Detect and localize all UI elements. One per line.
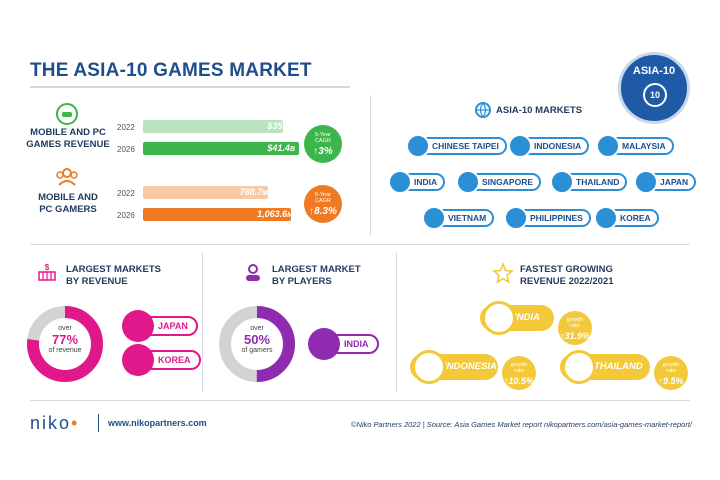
page-title: THE ASIA-10 GAMES MARKET	[30, 60, 312, 81]
landmark-icon	[594, 206, 618, 230]
landmark-icon	[406, 134, 430, 158]
fastest-thailand: THAILAND	[560, 350, 650, 384]
gamers-year-2022: 2022	[117, 189, 135, 198]
market-philippines: PHILIPPINES	[504, 206, 591, 230]
landmark-icon	[308, 328, 340, 360]
globe-icon	[475, 102, 491, 118]
fastest-indonesia: INDONESIA	[410, 350, 498, 384]
niko-logo: niko•	[30, 413, 80, 433]
market-vietnam: VIETNAM	[422, 206, 495, 230]
largest-players-title: LARGEST MARKET BY PLAYERS	[272, 264, 361, 287]
fastest-title: FASTEST GROWING REVENUE 2022/2021	[520, 264, 614, 287]
landmark-icon	[550, 170, 574, 194]
revenue-value-2022: $35.9B	[267, 121, 295, 131]
gamers-year-2026: 2026	[117, 211, 135, 220]
badge-text: ASIA-10	[632, 65, 676, 77]
landmark-icon	[388, 170, 412, 194]
gamers-label-line2: PC GAMERS	[39, 204, 97, 215]
market-thailand: THAILAND	[550, 170, 628, 194]
tag-india: INDIA	[308, 328, 379, 360]
players-share-ring	[219, 306, 295, 382]
revenue-cagr-value: ↑3%	[313, 146, 333, 157]
market-indonesia: INDONESIA	[508, 134, 590, 158]
globe-icon: 10	[643, 83, 667, 107]
torii-icon	[634, 170, 658, 194]
revenue-share-ring	[27, 306, 103, 382]
landmark-icon	[562, 350, 596, 384]
footer-source: ©Niko Partners 2022 | Source: Asia Games…	[350, 420, 692, 429]
divider-footer	[30, 400, 690, 401]
revenue-cagr-label: 5-Year	[314, 132, 331, 138]
revenue-cagr-badge: 5-Year CAGR ↑3%	[304, 125, 342, 163]
logo-dot: •	[71, 413, 80, 433]
landmark-icon	[504, 206, 528, 230]
landmark-icon	[482, 301, 516, 335]
gamers-group-icon	[56, 168, 78, 186]
footer-url[interactable]: www.nikopartners.com	[108, 418, 207, 428]
fastest-indonesia-rate: growth rate ↑10.5%	[502, 356, 536, 390]
players-icon	[246, 264, 260, 281]
market-india: INDIA	[388, 170, 446, 194]
tag-korea: KOREA	[122, 344, 201, 376]
gamers-cagr-badge: 5-Year CAGR ↑8.3%	[304, 185, 342, 223]
landmark-icon	[508, 134, 532, 158]
fastest-india: INDIA	[480, 301, 554, 335]
gamers-label-line1: MOBILE AND	[38, 192, 98, 203]
fastest-thailand-rate: growth rate ↑9.5%	[654, 356, 688, 390]
divider-vertical-bottom-1	[202, 252, 203, 392]
star-icon	[492, 262, 514, 284]
divider-horizontal	[30, 244, 690, 245]
revenue-year-2026: 2026	[117, 145, 135, 154]
gamers-bar-2022	[143, 186, 268, 199]
revenue-share-label: over 77% of revenue	[48, 325, 82, 354]
market-chinese-taipei: CHINESE TAIPEI	[406, 134, 507, 158]
landmark-icon	[412, 350, 446, 384]
gamers-bar-2026	[143, 208, 291, 221]
divider-vertical-bottom-2	[396, 252, 397, 392]
market-singapore: SINGAPORE	[456, 170, 542, 194]
landmark-icon	[122, 344, 154, 376]
gamers-label: MOBILE AND PC GAMERS	[18, 192, 118, 216]
revenue-value-2026: $41.4B	[267, 143, 295, 153]
gamers-cagr-label-2: CAGR	[315, 198, 331, 204]
fastest-india-rate: growth rate ↑31.9%	[558, 311, 592, 345]
footer-separator	[98, 414, 99, 432]
markets-title: ASIA-10 MARKETS	[496, 105, 583, 116]
money-building-icon: $	[38, 263, 56, 281]
landmark-icon	[596, 134, 620, 158]
largest-revenue-title: LARGEST MARKETS BY REVENUE	[66, 264, 161, 287]
gamers-value-2022: 788.7M	[239, 187, 268, 197]
divider-vertical-top	[370, 95, 371, 235]
market-korea: KOREA	[594, 206, 659, 230]
landmark-icon	[456, 170, 480, 194]
gamers-value-2026: 1,063.6M	[257, 209, 293, 219]
svg-text:$: $	[45, 263, 50, 272]
revenue-label-line1: MOBILE AND PC	[30, 127, 106, 138]
market-japan: JAPAN	[634, 170, 697, 194]
title-divider	[30, 86, 350, 88]
revenue-label: MOBILE AND PC GAMES REVENUE	[18, 127, 118, 151]
revenue-bar-2026	[143, 142, 299, 155]
players-share-label: over 50% of gamers	[241, 325, 273, 354]
asia10-badge: ASIA-10 10	[618, 52, 690, 124]
gamers-cagr-value: ↑8.3%	[309, 206, 337, 217]
market-malaysia: MALAYSIA	[596, 134, 674, 158]
torii-icon	[122, 310, 154, 342]
landmark-icon	[422, 206, 446, 230]
revenue-label-line2: GAMES REVENUE	[26, 139, 110, 150]
controller-icon	[56, 103, 78, 125]
revenue-bar-2022	[143, 120, 283, 133]
tag-japan: JAPAN	[122, 310, 198, 342]
revenue-year-2022: 2022	[117, 123, 135, 132]
revenue-cagr-label-2: CAGR	[315, 138, 331, 144]
gamers-cagr-label: 5-Year	[314, 192, 331, 198]
